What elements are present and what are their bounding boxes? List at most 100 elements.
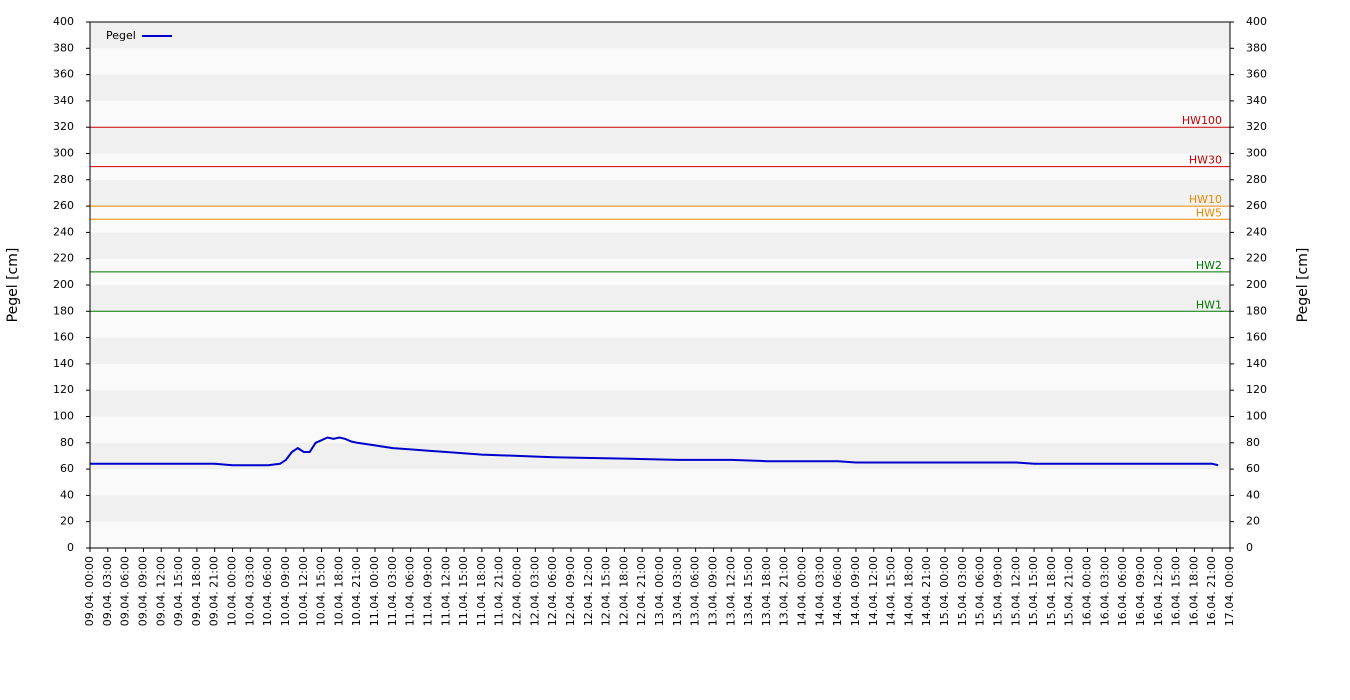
grid-band <box>90 100 1230 128</box>
x-tick-label: 09.04. 12:00 <box>154 556 167 626</box>
x-tick-label: 09.04. 00:00 <box>83 556 96 626</box>
x-tick-label: 15.04. 15:00 <box>1027 556 1040 626</box>
x-tick-label: 14.04. 18:00 <box>902 556 915 626</box>
x-tick-label: 10.04. 15:00 <box>315 556 328 626</box>
y-tick-label: 300 <box>53 147 74 160</box>
y-tick-label: 280 <box>53 173 74 186</box>
threshold-label: HW5 <box>1196 206 1222 219</box>
threshold-label: HW1 <box>1196 298 1222 311</box>
x-tick-label: 15.04. 12:00 <box>1009 556 1022 626</box>
x-tick-label: 12.04. 15:00 <box>600 556 613 626</box>
x-tick-label: 11.04. 03:00 <box>386 556 399 626</box>
y-tick-label: 240 <box>53 225 74 238</box>
y-tick-label: 260 <box>53 199 74 212</box>
y2-tick-label: 400 <box>1246 15 1267 28</box>
y-tick-label: 20 <box>60 515 74 528</box>
y2-axis-title: Pegel [cm] <box>1295 248 1311 323</box>
x-tick-label: 16.04. 00:00 <box>1081 556 1094 626</box>
y-tick-label: 340 <box>53 94 74 107</box>
y-tick-label: 0 <box>67 541 74 554</box>
x-tick-label: 16.04. 15:00 <box>1170 556 1183 626</box>
x-tick-label: 09.04. 15:00 <box>172 556 185 626</box>
y2-tick-label: 240 <box>1246 225 1267 238</box>
x-tick-label: 11.04. 00:00 <box>368 556 381 626</box>
plot-frame <box>89 21 1231 549</box>
x-tick-label: 12.04. 03:00 <box>528 556 541 626</box>
x-tick-label: 13.04. 21:00 <box>778 556 791 626</box>
y2-tick-label: 40 <box>1246 488 1260 501</box>
grid-band <box>90 311 1230 338</box>
grid-band <box>90 285 1230 312</box>
threshold-label: HW30 <box>1189 154 1222 167</box>
x-tick-label: 16.04. 21:00 <box>1205 556 1218 626</box>
y2-tick-label: 20 <box>1246 515 1260 528</box>
grid-band <box>90 22 1230 49</box>
x-tick-label: 09.04. 18:00 <box>190 556 203 626</box>
x-tick-label: 14.04. 09:00 <box>849 556 862 626</box>
x-tick-label: 14.04. 03:00 <box>813 556 826 626</box>
grid-band <box>90 232 1230 259</box>
y-tick-label: 120 <box>53 383 74 396</box>
x-tick-label: 11.04. 15:00 <box>457 556 470 626</box>
y-axis-title: Pegel [cm] <box>5 248 21 323</box>
y2-tick-label: 60 <box>1246 462 1260 475</box>
x-tick-label: 10.04. 21:00 <box>350 556 363 626</box>
y2-tick-label: 300 <box>1246 147 1267 160</box>
x-tick-label: 10.04. 03:00 <box>243 556 256 626</box>
x-tick-label: 16.04. 12:00 <box>1152 556 1165 626</box>
x-tick-label: 13.04. 12:00 <box>724 556 737 626</box>
y-tick-label: 220 <box>53 252 74 265</box>
y-tick-label: 40 <box>60 488 74 501</box>
grid-band <box>90 363 1230 391</box>
y-tick-label: 80 <box>60 436 74 449</box>
x-tick-label: 09.04. 09:00 <box>136 556 149 626</box>
x-tick-label: 12.04. 12:00 <box>582 556 595 626</box>
x-tick-label: 12.04. 00:00 <box>511 556 524 626</box>
x-tick-label: 16.04. 06:00 <box>1116 556 1129 626</box>
legend-label: Pegel <box>106 29 136 42</box>
x-tick-label: 12.04. 09:00 <box>564 556 577 626</box>
y2-tick-label: 280 <box>1246 173 1267 186</box>
grid-band <box>90 48 1230 75</box>
grid-band <box>90 179 1230 207</box>
x-tick-label: 16.04. 09:00 <box>1134 556 1147 626</box>
y-tick-label: 320 <box>53 120 74 133</box>
grid-band <box>90 495 1230 522</box>
y2-tick-label: 120 <box>1246 383 1267 396</box>
x-tick-label: 15.04. 09:00 <box>991 556 1004 626</box>
x-tick-label: 13.04. 06:00 <box>689 556 702 626</box>
y-tick-label: 360 <box>53 68 74 81</box>
x-tick-label: 09.04. 06:00 <box>119 556 132 626</box>
grid-band <box>90 337 1230 364</box>
y2-tick-label: 380 <box>1246 41 1267 54</box>
x-tick-label: 14.04. 06:00 <box>831 556 844 626</box>
x-tick-label: 13.04. 18:00 <box>760 556 773 626</box>
x-tick-label: 14.04. 21:00 <box>920 556 933 626</box>
x-tick-label: 14.04. 12:00 <box>867 556 880 626</box>
x-tick-label: 13.04. 00:00 <box>653 556 666 626</box>
y-tick-label: 60 <box>60 462 74 475</box>
threshold-label: HW2 <box>1196 259 1222 272</box>
y-tick-label: 380 <box>53 41 74 54</box>
threshold-label: HW100 <box>1182 114 1222 127</box>
x-tick-label: 16.04. 18:00 <box>1187 556 1200 626</box>
x-tick-label: 15.04. 21:00 <box>1063 556 1076 626</box>
y2-tick-label: 100 <box>1246 410 1267 423</box>
y-tick-label: 200 <box>53 278 74 291</box>
x-tick-label: 16.04. 03:00 <box>1098 556 1111 626</box>
x-tick-label: 11.04. 21:00 <box>493 556 506 626</box>
x-tick-label: 13.04. 03:00 <box>671 556 684 626</box>
y2-tick-label: 220 <box>1246 252 1267 265</box>
y2-tick-label: 140 <box>1246 357 1267 370</box>
x-tick-label: 10.04. 06:00 <box>261 556 274 626</box>
x-tick-label: 12.04. 06:00 <box>546 556 559 626</box>
x-tick-label: 11.04. 09:00 <box>421 556 434 626</box>
y-tick-label: 100 <box>53 410 74 423</box>
x-tick-label: 10.04. 18:00 <box>332 556 345 626</box>
x-tick-label: 15.04. 18:00 <box>1045 556 1058 626</box>
x-tick-label: 15.04. 06:00 <box>974 556 987 626</box>
x-tick-label: 12.04. 18:00 <box>617 556 630 626</box>
grid-band <box>90 127 1230 154</box>
y-tick-label: 180 <box>53 304 74 317</box>
